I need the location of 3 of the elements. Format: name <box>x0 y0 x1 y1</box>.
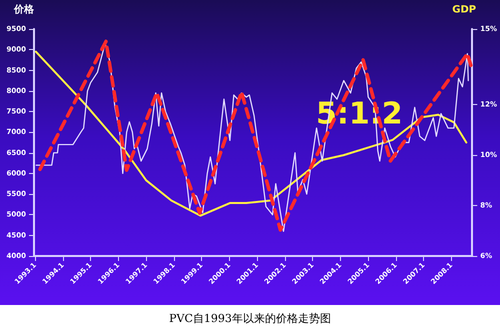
y2-axis-title: GDP <box>452 4 476 16</box>
text: PVC自1993年以来的价格走势图 <box>169 312 331 325</box>
y-axis-title: 价格 <box>13 4 35 16</box>
